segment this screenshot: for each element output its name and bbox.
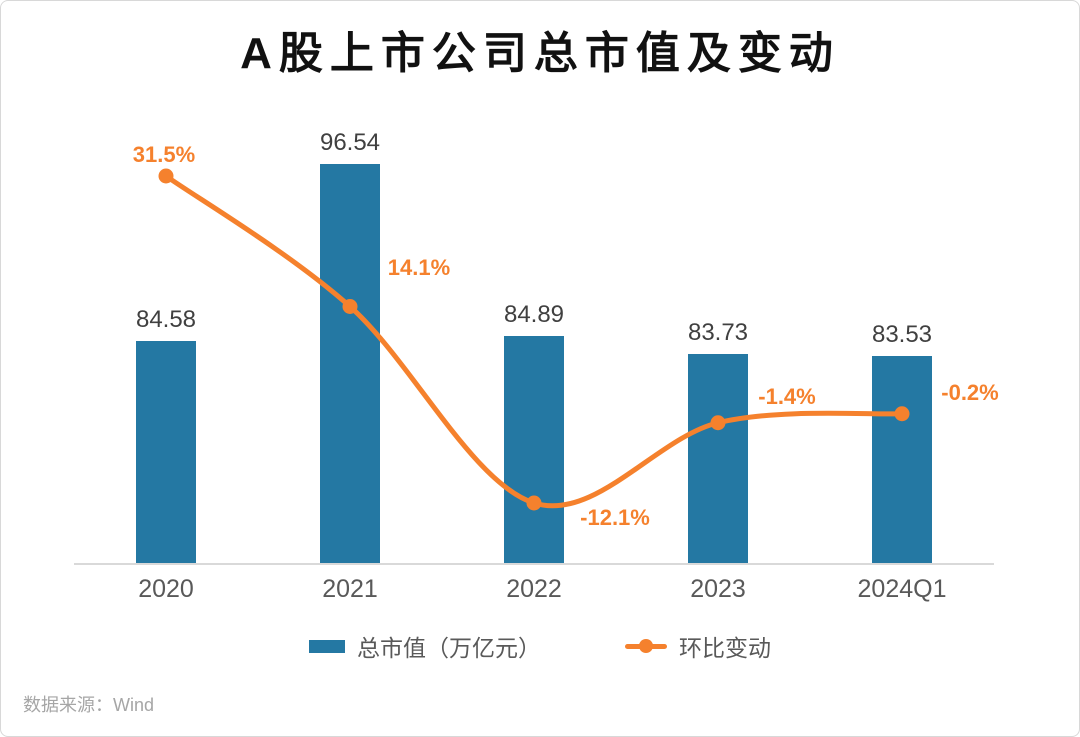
x-axis-line <box>74 563 994 565</box>
bar-series-legend-label: 总市值（万亿元） <box>357 635 541 661</box>
line-series-path <box>163 173 905 509</box>
x-axis-label-2023: 2023 <box>690 575 746 603</box>
legend-item-line-series: 环比变动 <box>625 629 771 663</box>
line-value-label-2020: 31.5% <box>132 142 196 167</box>
line-point-marker-2021 <box>342 299 358 314</box>
line-series-swatch-icon <box>625 639 667 653</box>
bar-2020 <box>136 340 196 564</box>
bar-value-label-2021: 96.54 <box>319 129 381 157</box>
line-series-legend-label: 环比变动 <box>679 635 771 661</box>
line-point-marker-2020 <box>158 168 174 184</box>
bar-2021 <box>320 164 380 564</box>
data-source-note: 数据来源：Wind <box>23 695 155 715</box>
bar-value-label-2024Q1: 83.53 <box>871 321 933 349</box>
x-axis-label-2024Q1: 2024Q1 <box>857 575 947 603</box>
legend: 总市值（万亿元） 环比变动 <box>1 629 1079 663</box>
line-point-marker-2023 <box>710 415 726 431</box>
bar-2024Q1 <box>872 356 932 564</box>
x-axis-label-2020: 2020 <box>138 575 194 603</box>
bar-value-label-2022: 84.89 <box>503 301 565 329</box>
x-axis-label-2021: 2021 <box>322 575 378 603</box>
bar-value-label-2023: 83.73 <box>687 318 749 346</box>
bar-value-label-2020: 84.58 <box>135 305 197 333</box>
chart-title: A股上市公司总市值及变动 <box>240 29 840 78</box>
line-value-label-2022: -12.1% <box>580 505 650 530</box>
line-value-label-2021: 14.1% <box>387 254 451 280</box>
legend-item-bar-series: 总市值（万亿元） <box>309 629 541 663</box>
line-value-label-2023: -1.4% <box>758 383 816 409</box>
line-point-marker-2024Q1 <box>894 406 910 422</box>
line-value-label-2024Q1: -0.2% <box>941 379 999 405</box>
bar-2023 <box>688 353 748 564</box>
line-marker-dot-icon <box>639 639 653 653</box>
bar-series-swatch-icon <box>309 639 345 653</box>
x-axis-label-2022: 2022 <box>506 575 562 603</box>
bar-2022 <box>504 336 564 564</box>
line-point-marker-2022 <box>526 495 542 511</box>
